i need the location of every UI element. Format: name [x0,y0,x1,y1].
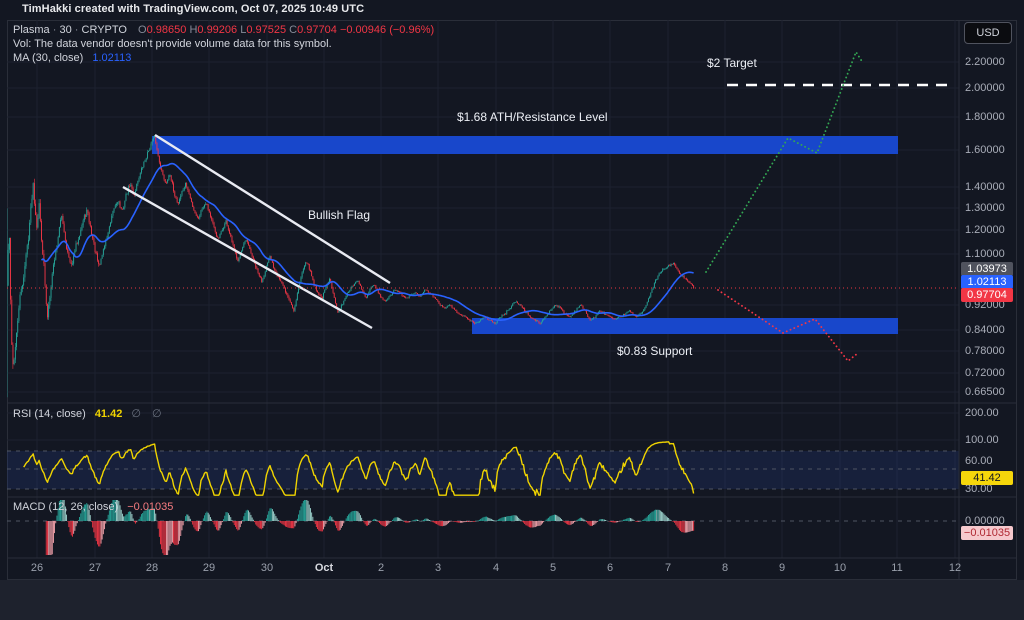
axis-tick-label: 1.80000 [965,111,1005,123]
price-badge: 1.03973 [961,262,1013,276]
time-tick-label: 7 [664,562,672,574]
axis-tick-label: 60.00 [965,455,993,467]
time-tick-label: 8 [721,562,729,574]
time-tick-label: 10 [833,562,847,574]
attribution-bar: TimHakki created with TradingView.com, O… [0,0,1024,20]
annotation-support-label[interactable]: $0.83 Support [617,344,693,358]
time-tick-label: 5 [549,562,557,574]
macd-value: −0.01035 [127,501,174,513]
bottom-brand-bar: TradingView [0,580,1024,620]
axis-tick-label: 1.20000 [965,224,1005,236]
time-tick-label: 27 [88,562,102,574]
symbol-legend[interactable]: Plasma · 30 · CRYPTO O0.98650 H0.99206 L… [13,24,435,36]
annotation-ath-label[interactable]: $1.68 ATH/Resistance Level [457,110,608,124]
price-badge: 1.02113 [961,275,1013,289]
axis-tick-label: 0.84000 [965,324,1005,336]
currency-toggle-button[interactable]: USD [964,22,1012,44]
time-tick-label: 28 [145,562,159,574]
ma-label: MA (30, close) [13,52,84,64]
ohlc-letter: C [289,24,298,36]
axis-tick-label: 0.78000 [965,345,1005,357]
time-tick-label: 9 [778,562,786,574]
axis-tick-label: 30.00 [965,483,993,495]
axis-tick-label: 2.00000 [965,82,1005,94]
time-tick-label: 29 [202,562,216,574]
annotation-flag-label[interactable]: Bullish Flag [308,208,371,222]
axis-tick-label: 0.72000 [965,367,1005,379]
axis-tick-label: 0.92000 [965,299,1005,311]
time-tick-label: Oct [314,562,334,574]
axis-tick-label: 1.40000 [965,181,1005,193]
symbol-interval: 30 [59,24,72,36]
ohlc-letter: O [138,24,147,36]
time-tick-label: 4 [492,562,500,574]
price-badge: 0.97704 [961,288,1013,302]
axis-tick-label: 1.60000 [965,144,1005,156]
rsi-hide-icons[interactable]: ∅ ∅ [131,408,166,420]
ma-value: 1.02113 [92,52,132,64]
time-tick-label: 30 [260,562,274,574]
axis-tick-label: 0.66500 [965,386,1005,398]
time-tick-label: 3 [434,562,442,574]
rsi-legend[interactable]: RSI (14, close) 41.42 ∅ ∅ [13,407,166,420]
rsi-value: 41.42 [94,408,123,420]
change-value: −0.00946 (−0.96%) [339,24,435,36]
annotation-target-label[interactable]: $2 Target [707,56,757,70]
time-tick-label: 6 [606,562,614,574]
time-tick-label: 26 [30,562,44,574]
symbol-market: CRYPTO [81,24,127,36]
symbol-name: Plasma [13,24,50,36]
time-tick-label: 11 [891,562,903,574]
ohlc-number: 0.97704 [297,24,337,36]
ohlc-number: 0.97525 [246,24,287,36]
rsi-label: RSI (14, close) [13,408,86,420]
volume-note: Vol: The data vendor doesn't provide vol… [13,38,332,50]
time-tick-label: 12 [948,562,962,574]
price-badge: 41.42 [961,471,1013,485]
chart-frame [7,20,1017,580]
price-badge: −0.01035 [961,526,1013,540]
ohlc-letter: L [240,24,247,36]
ohlc-number: 0.98650 [146,24,187,36]
axis-tick-label: 1.10000 [965,248,1005,260]
macd-label: MACD (12, 26, close) [13,501,119,513]
attribution-text: TimHakki created with TradingView.com, O… [22,3,365,15]
ohlc-letter: H [189,24,198,36]
ma-legend[interactable]: MA (30, close) 1.02113 [13,52,131,64]
time-tick-label: 2 [377,562,385,574]
ohlc-number: 0.99206 [197,24,238,36]
axis-tick-label: 1.30000 [965,202,1005,214]
axis-tick-label: 200.00 [965,407,999,419]
axis-tick-label: 0.00000 [965,515,1005,527]
macd-legend[interactable]: MACD (12, 26, close) −0.01035 [13,501,173,513]
axis-tick-label: 2.20000 [965,56,1005,68]
ohlc-values: O0.98650 H0.99206 L0.97525 C0.97704 −0.0… [138,24,434,36]
axis-tick-label: 100.00 [965,434,999,446]
